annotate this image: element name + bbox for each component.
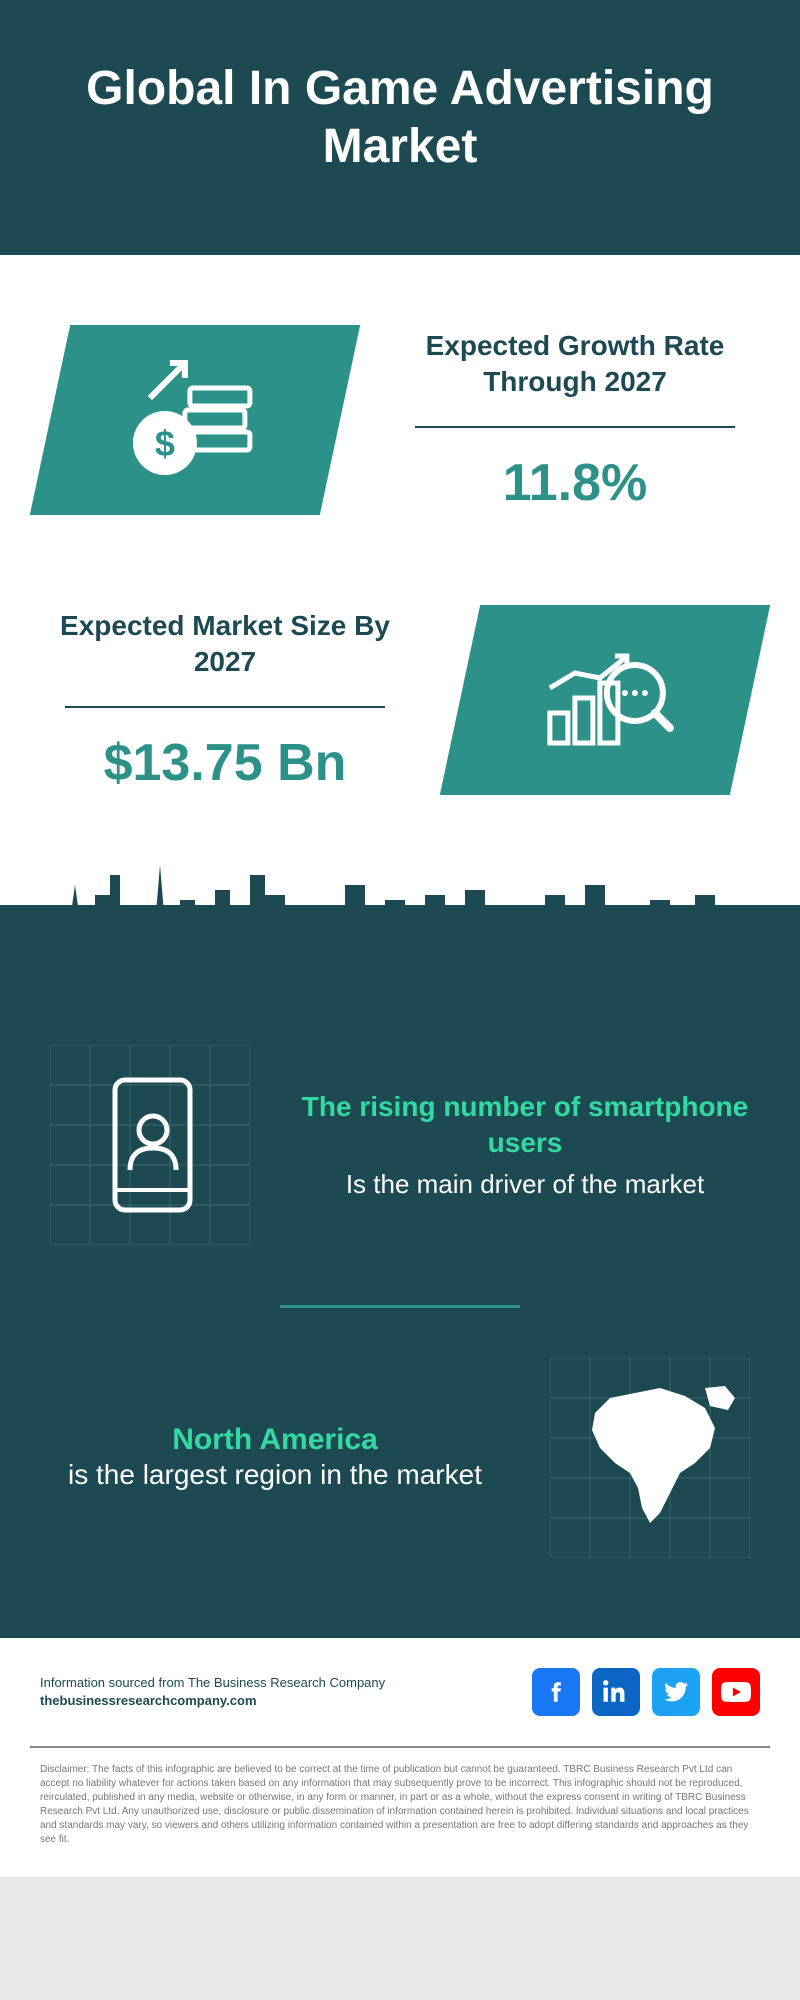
driver-row: The rising number of smartphone users Is… (50, 1045, 750, 1245)
marketsize-icon-box (440, 605, 770, 795)
driver-text: The rising number of smartphone users Is… (300, 1089, 750, 1202)
growth-stat-text: Expected Growth Rate Through 2027 11.8% (400, 328, 750, 513)
driver-sub: Is the main driver of the market (300, 1168, 750, 1202)
region-row: North America is the largest region in t… (50, 1358, 750, 1558)
skyline-divider (0, 905, 800, 1005)
marketsize-stat-text: Expected Market Size By 2027 $13.75 Bn (50, 608, 400, 793)
youtube-icon[interactable] (712, 1668, 760, 1716)
marketsize-value: $13.75 Bn (50, 733, 400, 793)
divider (65, 706, 385, 708)
marketsize-stat-row: Expected Market Size By 2027 $13.75 Bn (50, 605, 750, 795)
growth-label: Expected Growth Rate Through 2027 (400, 328, 750, 401)
footer-text: Information sourced from The Business Re… (40, 1674, 385, 1710)
analytics-icon (525, 628, 685, 768)
main-title: Global In Game Advertising Market (40, 60, 760, 175)
region-sub: is the largest region in the market (50, 1457, 500, 1493)
svg-text:$: $ (155, 423, 175, 464)
map-grid-icon (550, 1358, 750, 1558)
social-icons (532, 1668, 760, 1716)
growth-value: 11.8% (400, 453, 750, 513)
footer: Information sourced from The Business Re… (0, 1638, 800, 1746)
linkedin-icon[interactable] (592, 1668, 640, 1716)
smartphone-grid-icon (50, 1045, 250, 1245)
infographic-container: Global In Game Advertising Market $ (0, 0, 800, 1877)
header-banner: Global In Game Advertising Market (0, 0, 800, 255)
growth-icon-box: $ (30, 325, 360, 515)
region-highlight: North America (50, 1423, 500, 1457)
source-site: thebusinessresearchcompany.com (40, 1692, 385, 1710)
marketsize-label: Expected Market Size By 2027 (50, 608, 400, 681)
money-growth-icon: $ (115, 348, 275, 488)
twitter-icon[interactable] (652, 1668, 700, 1716)
dark-info-section: The rising number of smartphone users Is… (0, 1005, 800, 1638)
stats-section: $ Expected Growth Rate Through 2027 11.8… (0, 255, 800, 905)
facebook-icon[interactable] (532, 1668, 580, 1716)
source-line: Information sourced from The Business Re… (40, 1674, 385, 1692)
disclaimer: Disclaimer: The facts of this infographi… (0, 1748, 800, 1877)
driver-highlight: The rising number of smartphone users (300, 1089, 750, 1162)
teal-divider (280, 1305, 520, 1308)
region-text: North America is the largest region in t… (50, 1423, 500, 1493)
growth-stat-row: $ Expected Growth Rate Through 2027 11.8… (50, 325, 750, 515)
divider (415, 426, 735, 428)
